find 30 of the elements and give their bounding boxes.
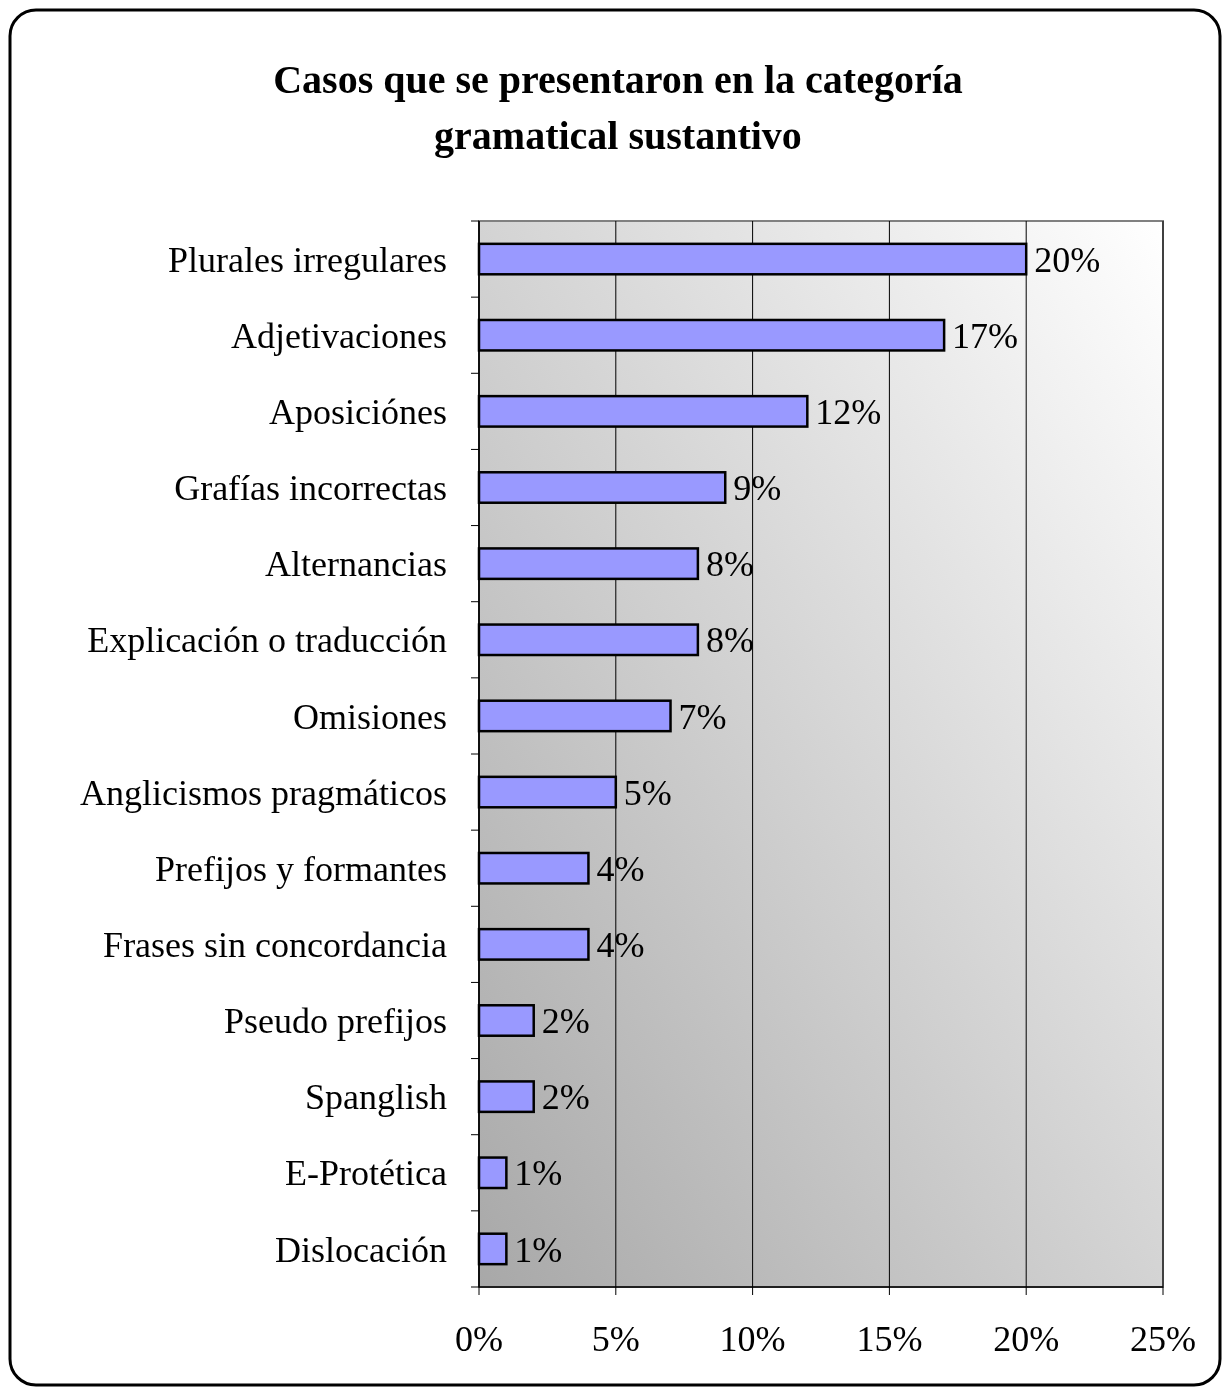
- y-tick-label: Alternancias: [265, 544, 447, 585]
- data-label: 2%: [541, 1077, 590, 1118]
- y-tick-label: Plurales irregulares: [168, 239, 447, 280]
- y-tick-label: Anglicismos pragmáticos: [80, 772, 447, 813]
- y-tick-label: Explicación o traducción: [87, 620, 447, 661]
- data-label: 5%: [623, 772, 672, 813]
- x-tick-label: 10%: [719, 1319, 786, 1359]
- y-tick-label: E-Protética: [285, 1153, 448, 1194]
- x-tick-label: 5%: [591, 1319, 640, 1359]
- x-tick-label: 25%: [1130, 1319, 1196, 1359]
- y-tick-label: Omisiones: [292, 696, 447, 737]
- x-tick-label: 15%: [856, 1319, 923, 1359]
- data-label: 20%: [1034, 239, 1101, 280]
- x-tick-label: 20%: [993, 1319, 1060, 1359]
- chart-title: Casos que se presentaron en la categoría gramatical sustantivo: [273, 57, 963, 158]
- y-tick-label: Spanglish: [304, 1077, 447, 1118]
- y-tick-label: Frases sin concordancia: [103, 924, 448, 965]
- data-label: 7%: [678, 696, 727, 737]
- y-tick-label: Prefijos y formantes: [155, 848, 447, 889]
- y-tick-label: Pseudo prefijos: [224, 1001, 447, 1042]
- data-label: 17%: [952, 315, 1019, 356]
- x-tick-label: 0%: [455, 1319, 503, 1359]
- y-tick-label: Dislocación: [275, 1229, 447, 1270]
- y-tick-label: Aposiciónes: [269, 391, 447, 432]
- data-label: 1%: [514, 1229, 563, 1270]
- y-tick-label: Adjetivaciones: [231, 315, 447, 356]
- y-tick-label: Grafías incorrectas: [174, 468, 447, 509]
- data-label: 1%: [514, 1153, 563, 1194]
- data-label: 2%: [541, 1001, 590, 1042]
- data-label: 12%: [815, 391, 882, 432]
